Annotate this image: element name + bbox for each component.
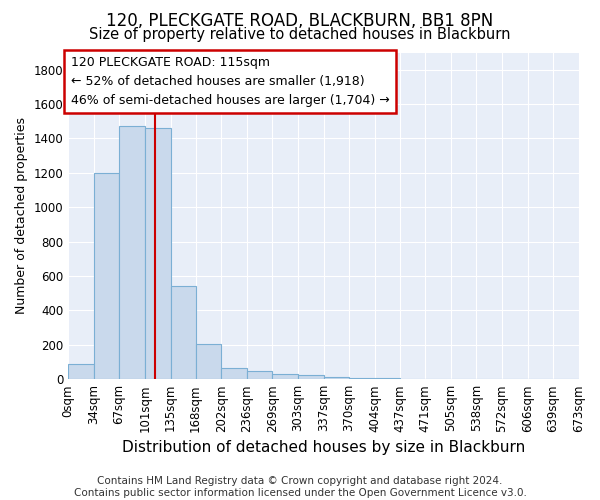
Text: Contains HM Land Registry data © Crown copyright and database right 2024.
Contai: Contains HM Land Registry data © Crown c… — [74, 476, 526, 498]
Bar — [68, 364, 94, 379]
Bar — [221, 368, 247, 379]
X-axis label: Distribution of detached houses by size in Blackburn: Distribution of detached houses by size … — [122, 440, 525, 455]
Y-axis label: Number of detached properties: Number of detached properties — [15, 118, 28, 314]
Bar — [374, 378, 400, 379]
Text: 120 PLECKGATE ROAD: 115sqm
← 52% of detached houses are smaller (1,918)
46% of s: 120 PLECKGATE ROAD: 115sqm ← 52% of deta… — [71, 56, 389, 107]
Bar — [119, 126, 145, 379]
Text: 120, PLECKGATE ROAD, BLACKBURN, BB1 8PN: 120, PLECKGATE ROAD, BLACKBURN, BB1 8PN — [106, 12, 494, 30]
Bar — [349, 378, 374, 379]
Bar — [324, 378, 349, 379]
Bar — [196, 344, 221, 379]
Bar — [400, 378, 425, 379]
Bar — [170, 286, 196, 379]
Bar — [145, 128, 170, 379]
Bar — [247, 372, 272, 379]
Bar — [298, 375, 324, 379]
Bar — [94, 173, 119, 379]
Text: Size of property relative to detached houses in Blackburn: Size of property relative to detached ho… — [89, 28, 511, 42]
Bar — [272, 374, 298, 379]
